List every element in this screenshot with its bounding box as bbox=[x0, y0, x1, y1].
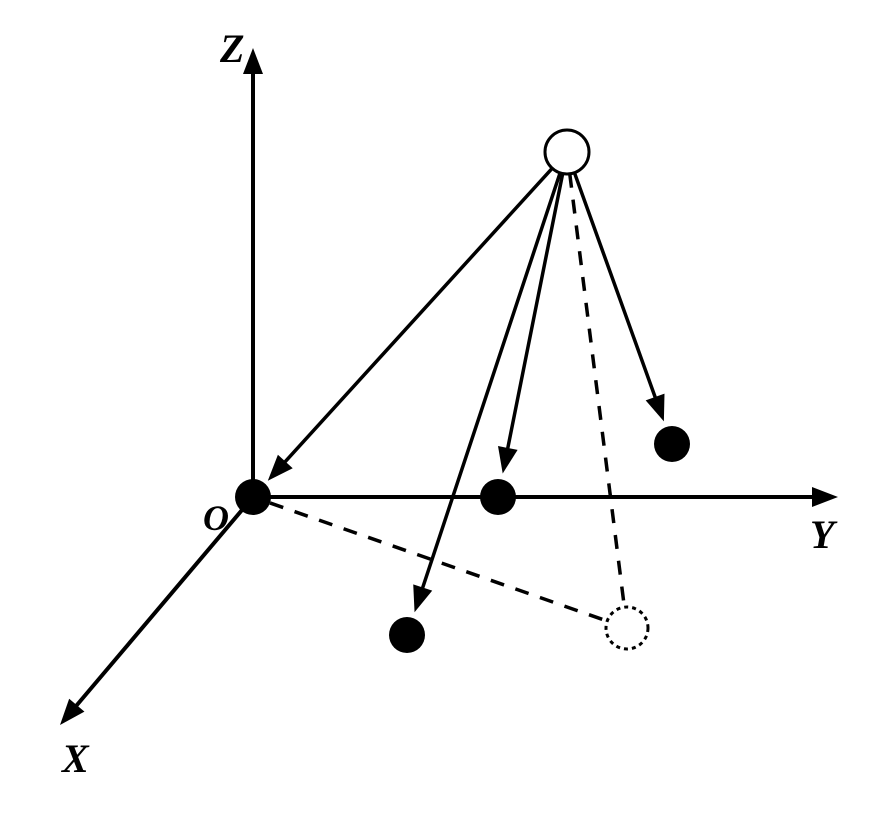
node-p_front bbox=[389, 617, 425, 653]
axis-z bbox=[243, 48, 263, 498]
axis-y bbox=[253, 487, 838, 507]
axis-y-arrowhead bbox=[812, 487, 838, 507]
edge-arrow-2 bbox=[574, 173, 664, 422]
edge-arrow-1-head bbox=[498, 446, 518, 473]
edge-arrow-3-head bbox=[413, 584, 432, 612]
node-apex bbox=[545, 130, 589, 174]
axis-label-z: Z bbox=[219, 26, 244, 71]
labels-layer: Z Y X O bbox=[60, 26, 838, 781]
dashed-line-1 bbox=[270, 503, 606, 621]
edge-arrow-2-head bbox=[646, 394, 665, 422]
node-proj bbox=[606, 607, 648, 649]
origin-label: O bbox=[203, 498, 229, 538]
nodes-layer bbox=[235, 130, 690, 653]
axis-label-x: X bbox=[60, 736, 90, 781]
node-p_mid bbox=[480, 479, 516, 515]
dashed-layer bbox=[270, 174, 624, 621]
axis-label-y: Y bbox=[810, 512, 838, 557]
axes-layer bbox=[60, 48, 838, 725]
axis-z-arrowhead bbox=[243, 48, 263, 74]
edge-arrow-2-line bbox=[574, 173, 656, 401]
node-p_origin bbox=[235, 479, 271, 515]
edges-layer bbox=[268, 168, 665, 612]
node-p_right bbox=[654, 426, 690, 462]
